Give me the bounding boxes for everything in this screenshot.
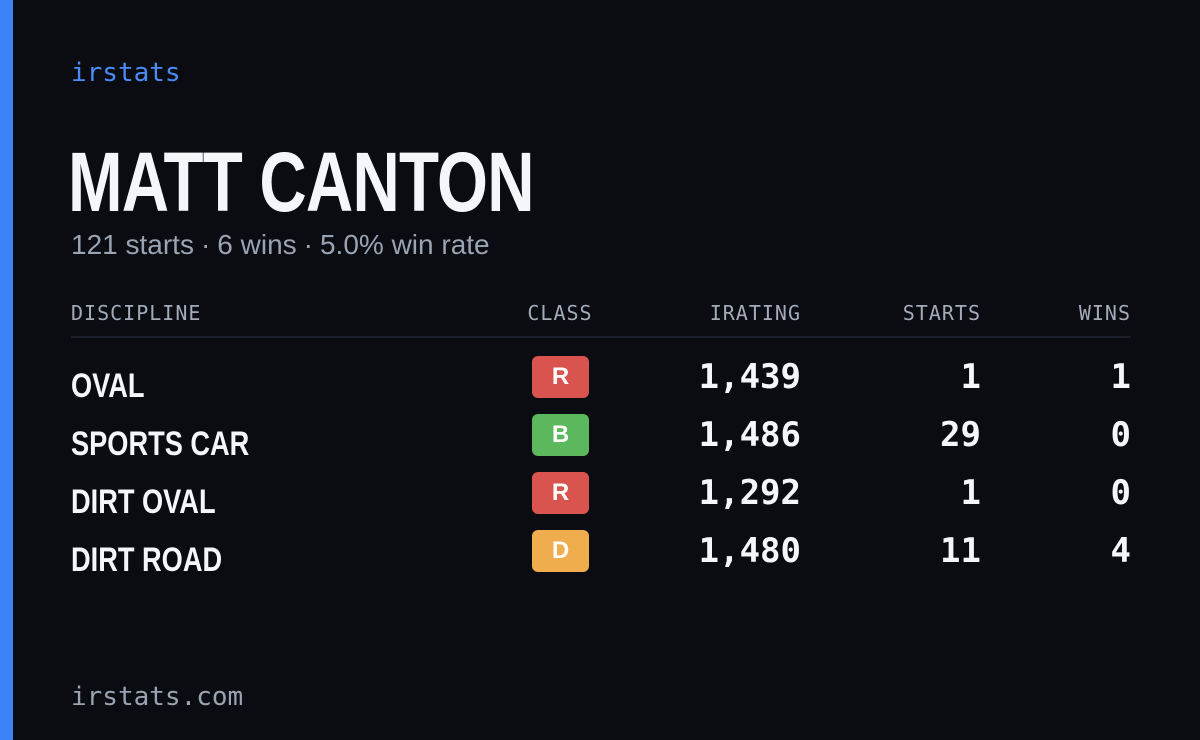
starts-value: 11 xyxy=(940,531,981,571)
starts-value: 29 xyxy=(940,415,981,455)
discipline-name: SPORTS CAR xyxy=(71,425,250,463)
footer-url: irstats.com xyxy=(71,682,244,712)
accent-bar xyxy=(0,0,13,740)
wins-value: 0 xyxy=(1110,415,1131,455)
header-class: CLASS xyxy=(527,301,593,325)
table-body: OVAL R 1,439 1 1 SPORTS CAR B 1,486 29 0… xyxy=(71,338,1131,586)
irating-value: 1,480 xyxy=(698,531,801,571)
table-row: OVAL R 1,439 1 1 xyxy=(71,354,1131,412)
header-discipline: DISCIPLINE xyxy=(71,301,202,325)
license-class-badge: B xyxy=(532,414,589,456)
table-row: DIRT ROAD D 1,480 11 4 xyxy=(71,528,1131,586)
license-class-badge: R xyxy=(532,472,589,514)
summary-win-rate: 5.0% win rate xyxy=(319,229,490,260)
summary-separator: · xyxy=(303,229,313,260)
wins-value: 0 xyxy=(1110,473,1131,513)
summary-separator: · xyxy=(200,229,211,260)
table-row: DIRT OVAL R 1,292 1 0 xyxy=(71,470,1131,528)
summary-starts: 121 starts xyxy=(71,229,194,260)
wins-value: 4 xyxy=(1110,531,1131,571)
irating-value: 1,486 xyxy=(698,415,801,455)
discipline-name: DIRT ROAD xyxy=(71,541,223,579)
license-class-badge: D xyxy=(532,530,589,572)
table-row: SPORTS CAR B 1,486 29 0 xyxy=(71,412,1131,470)
irating-value: 1,439 xyxy=(698,357,801,397)
brand-logo-text: irstats xyxy=(71,58,181,88)
discipline-table: DISCIPLINE CLASS IRATING STARTS WINS OVA… xyxy=(71,296,1131,586)
starts-value: 1 xyxy=(960,473,981,513)
driver-name: MATT CANTON xyxy=(68,135,535,229)
discipline-name: DIRT OVAL xyxy=(71,483,216,521)
header-irating: IRATING xyxy=(709,301,801,325)
discipline-name: OVAL xyxy=(71,367,145,405)
driver-summary: 121 starts · 6 wins · 5.0% win rate xyxy=(71,228,490,262)
starts-value: 1 xyxy=(960,357,981,397)
header-starts: STARTS xyxy=(902,301,981,325)
license-class-badge: R xyxy=(532,356,589,398)
wins-value: 1 xyxy=(1110,357,1131,397)
irating-value: 1,292 xyxy=(698,473,801,513)
summary-wins: 6 wins xyxy=(217,229,297,260)
table-header: DISCIPLINE CLASS IRATING STARTS WINS xyxy=(71,296,1131,338)
header-wins: WINS xyxy=(1078,301,1131,325)
